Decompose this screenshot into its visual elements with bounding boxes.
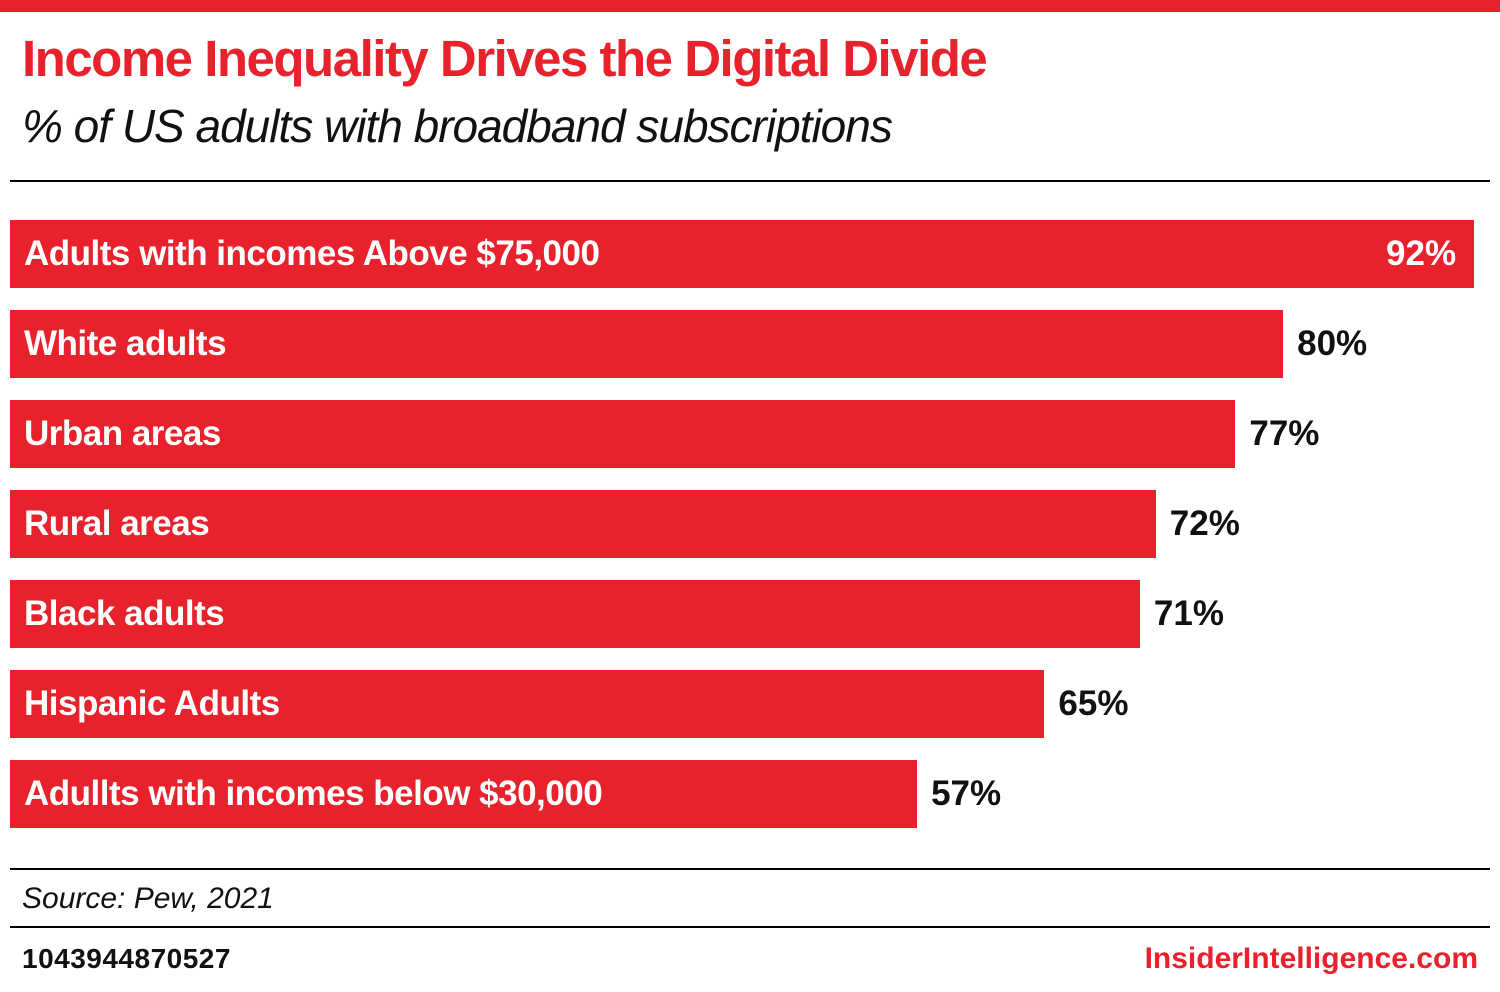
bar-label: Hispanic Adults [24, 684, 280, 723]
source-divider [10, 868, 1490, 870]
header: Income Inequality Drives the Digital Div… [0, 12, 1500, 156]
bar-value: 72% [1169, 504, 1240, 543]
bar-row: Rural areas 72% [10, 490, 1490, 558]
bar-label: Adults with incomes Above $75,000 [24, 234, 600, 273]
chart-id: 1043944870527 [22, 943, 231, 974]
bar-value: 80% [1297, 324, 1368, 363]
chart-subtitle: % of US adults with broadband subscripti… [22, 100, 893, 152]
bar: White adults [10, 310, 1284, 378]
brand-link[interactable]: InsiderIntelligence.com [1144, 942, 1478, 975]
bar-label: Rural areas [24, 504, 210, 543]
bar-row: Adullts with incomes below $30,000 57% [10, 760, 1490, 828]
bar-value: 65% [1058, 684, 1129, 723]
top-accent-strip [0, 0, 1500, 12]
bar-label: Urban areas [24, 414, 221, 453]
bar-value: 92% [1386, 234, 1457, 273]
source-text: Source: Pew, 2021 [22, 882, 274, 915]
bar-label: Black adults [24, 594, 225, 633]
chart-title: Income Inequality Drives the Digital Div… [22, 30, 988, 87]
bar-value: 71% [1153, 594, 1224, 633]
source-row: Source: Pew, 2021 [0, 870, 1500, 926]
bar: Hispanic Adults [10, 670, 1045, 738]
bar-row: Hispanic Adults 65% [10, 670, 1490, 738]
bar: Rural areas [10, 490, 1156, 558]
bar-value: 57% [931, 774, 1002, 813]
bar: Adults with incomes Above $75,000 92% [10, 220, 1475, 288]
footer-divider [10, 926, 1490, 928]
bar-row: White adults 80% [10, 310, 1490, 378]
bar: Black adults [10, 580, 1140, 648]
bar-label: White adults [24, 324, 227, 363]
header-divider [10, 180, 1490, 182]
bar-value: 77% [1249, 414, 1320, 453]
bar-row: Urban areas 77% [10, 400, 1490, 468]
bar-row: Black adults 71% [10, 580, 1490, 648]
bottom-bar: 1043944870527 InsiderIntelligence.com [0, 928, 1500, 992]
bar-chart: Adults with incomes Above $75,000 92% Whit… [0, 182, 1500, 868]
bar: Urban areas [10, 400, 1236, 468]
bar-row: Adults with incomes Above $75,000 92% [10, 220, 1490, 288]
bar-label: Adullts with incomes below $30,000 [24, 774, 603, 813]
bar: Adullts with incomes below $30,000 [10, 760, 918, 828]
